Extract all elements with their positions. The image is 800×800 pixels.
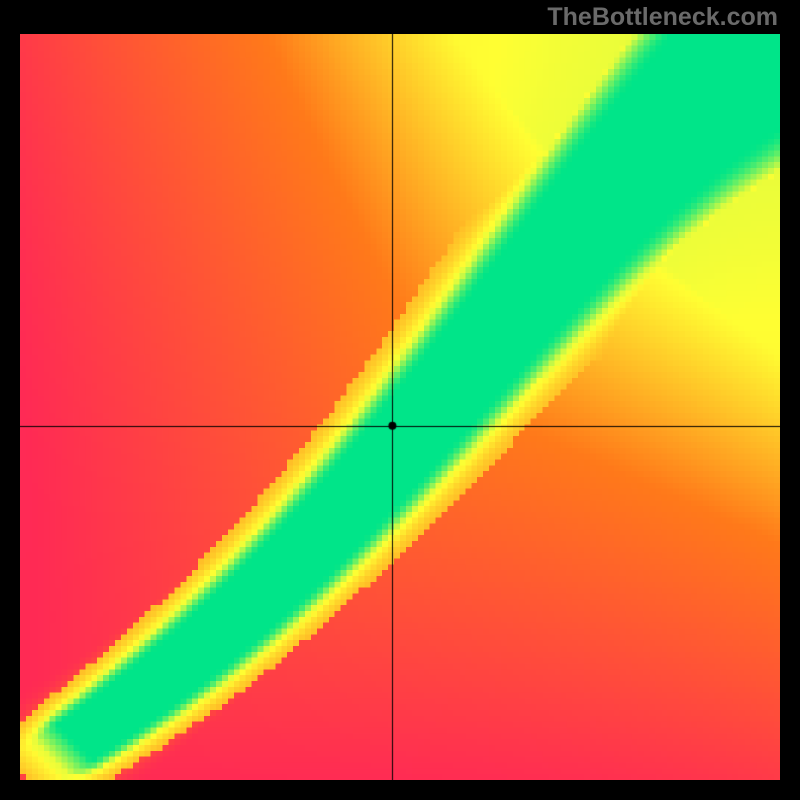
crosshair-overlay xyxy=(20,34,780,780)
watermark-text: TheBottleneck.com xyxy=(547,3,778,32)
chart-container: TheBottleneck.com xyxy=(0,0,800,800)
